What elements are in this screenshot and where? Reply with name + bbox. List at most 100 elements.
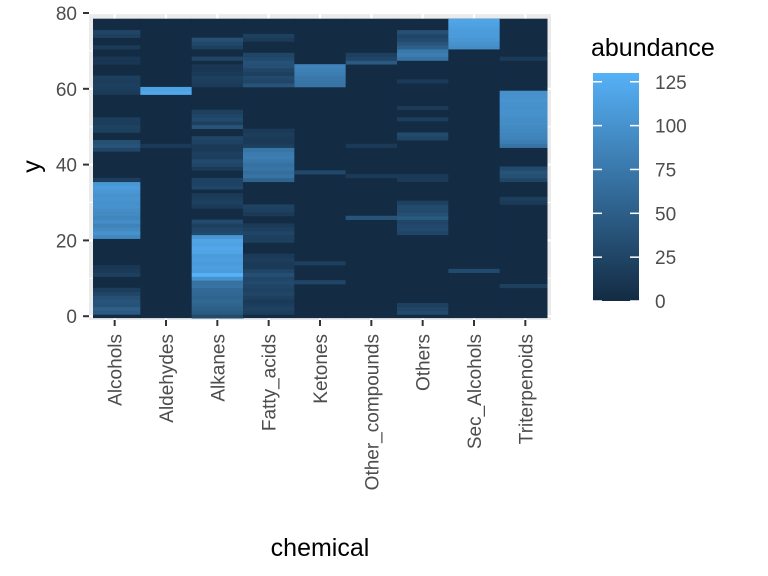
heatmap-cell (243, 272, 295, 277)
heatmap-cell (191, 272, 244, 277)
heatmap-cell (448, 30, 501, 35)
heatmap-cell (499, 56, 548, 61)
heatmap-cell (93, 185, 141, 190)
legend-colorbar (593, 73, 639, 301)
heatmap-cell (397, 37, 449, 42)
heatmap-cell (294, 280, 347, 285)
heatmap-cell (93, 90, 141, 95)
heatmap-cell (243, 291, 295, 296)
heatmap-cell (345, 215, 398, 220)
heatmap-cell (191, 196, 244, 202)
heatmap-cell (93, 291, 141, 296)
heatmap-cell (93, 143, 141, 148)
heatmap-cell (93, 75, 141, 80)
heatmap-cell (243, 223, 295, 228)
heatmap-cell (448, 37, 501, 42)
heatmap-cell (499, 174, 548, 179)
heatmap-cell (243, 79, 295, 84)
heatmap-cell (191, 151, 244, 156)
heatmap-cell (191, 261, 244, 266)
heatmap-cell (243, 75, 295, 80)
heatmap-cell (191, 155, 244, 160)
heatmap-cell (191, 193, 244, 198)
legend: abundance 0 25 50 75 100 125 (591, 34, 715, 313)
axes: 0 20 40 60 80 Alcohols Aldehydes Alkanes Fatty_a… (56, 4, 537, 490)
heatmap-cell (243, 265, 295, 270)
heatmap-cell (191, 306, 244, 311)
x-tick-label: Ketones (311, 334, 332, 404)
heatmap-cell (397, 52, 449, 57)
heatmap-cell (191, 291, 244, 296)
heatmap-cell (93, 265, 141, 270)
heatmap-cell (93, 60, 141, 65)
heatmap-cell (499, 102, 548, 107)
heatmap-cell (499, 121, 548, 126)
heatmap-cell (294, 170, 347, 175)
heatmap-cell (140, 143, 193, 148)
y-tick-label: 80 (56, 4, 77, 25)
heatmap-cell (499, 139, 548, 145)
heatmap-cells (93, 18, 548, 319)
heatmap-cell (243, 155, 295, 160)
heatmap-cell (448, 268, 501, 274)
heatmap-cell (191, 185, 244, 190)
heatmap-cell (191, 299, 244, 304)
heatmap-cell (294, 67, 347, 73)
heatmap-cell (93, 215, 141, 220)
heatmap-cell (191, 265, 244, 270)
heatmap-cell (93, 200, 141, 205)
heatmap-cell (93, 79, 141, 84)
heatmap-cell (93, 287, 141, 292)
heatmap-cell (294, 83, 347, 88)
heatmap-cell (140, 86, 193, 92)
heatmap-cell (191, 67, 244, 73)
heatmap-cell (499, 105, 548, 111)
heatmap-cell (397, 208, 449, 213)
heatmap-cell (191, 45, 244, 50)
heatmap-cell (397, 211, 449, 217)
heatmap-cell (397, 204, 449, 209)
legend-tick-label: 100 (655, 117, 687, 138)
heatmap-cell (243, 170, 295, 175)
heatmap-cell (243, 52, 295, 57)
heatmap-cell (191, 79, 244, 84)
heatmap-cell (93, 306, 141, 311)
heatmap-cell (499, 196, 548, 202)
heatmap-cell (499, 90, 548, 95)
heatmap-cell (243, 162, 295, 167)
heatmap-cell (397, 79, 449, 84)
heatmap-cell (93, 121, 141, 126)
heatmap-cell (499, 98, 548, 103)
heatmap-column-ketones (294, 18, 347, 319)
x-tick-label: Aldehydes (157, 334, 178, 423)
heatmap-cell (499, 94, 548, 99)
heatmap-cell (397, 56, 449, 61)
heatmap-cell (191, 109, 244, 114)
heatmap-cell (93, 147, 141, 152)
heatmap-cell (243, 211, 295, 217)
heatmap-cell (243, 295, 295, 300)
legend-tick-label: 75 (655, 160, 676, 181)
heatmap-cell (345, 52, 398, 57)
heatmap-cell (191, 276, 244, 281)
heatmap-cell (93, 227, 141, 232)
heatmap-cell (243, 177, 295, 183)
heatmap-cell (191, 200, 244, 205)
heatmap-cell (191, 219, 244, 224)
heatmap-cell (243, 204, 295, 209)
x-tick-label: Fatty_acids (260, 334, 281, 431)
heatmap-cell (243, 37, 295, 42)
heatmap-cell (191, 162, 244, 167)
heatmap-column-sec-alcohols (448, 18, 501, 319)
heatmap-cell (397, 132, 449, 137)
heatmap-cell (191, 227, 244, 232)
legend-tick-label: 25 (655, 248, 676, 269)
legend-tick-label: 0 (655, 292, 666, 313)
heatmap-cell (93, 83, 141, 88)
heatmap-cell (294, 79, 347, 84)
y-tick-label: 40 (56, 156, 77, 177)
heatmap-cell (191, 177, 244, 183)
heatmap-cell (191, 71, 244, 76)
heatmap-cell (93, 139, 141, 145)
x-tick-label: Alcohols (106, 334, 127, 406)
